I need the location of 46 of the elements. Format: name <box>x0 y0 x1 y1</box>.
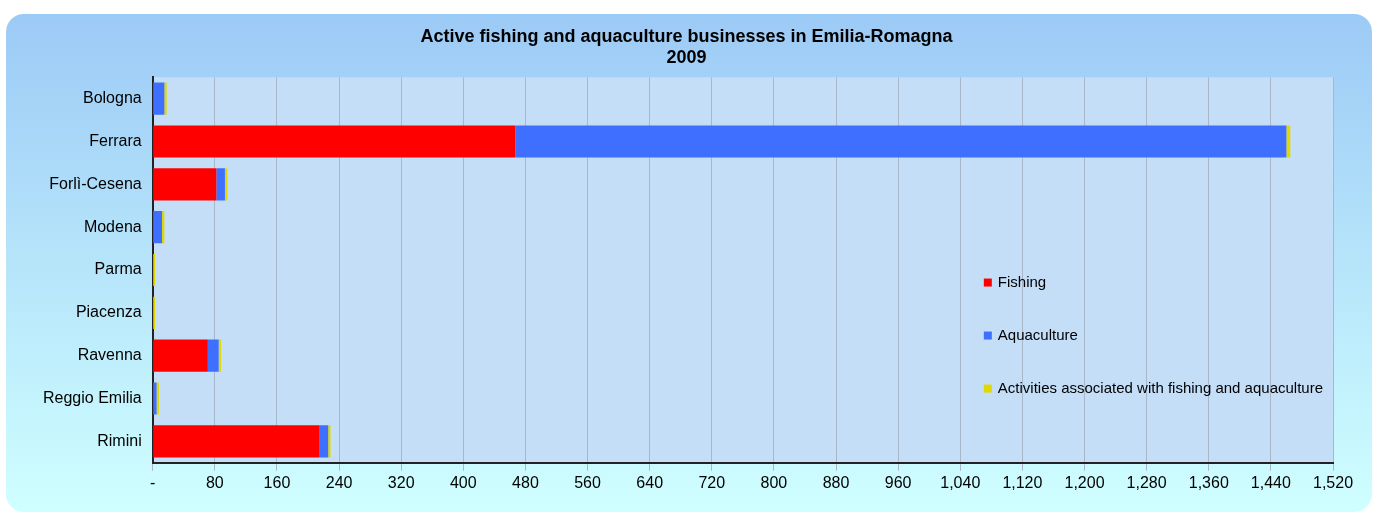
bar <box>153 339 208 372</box>
y-tick-label: Reggio Emilia <box>42 388 142 406</box>
y-tick-label: Parma <box>94 260 142 278</box>
y-tick-label: Forlì-Cesena <box>49 174 142 192</box>
y-tick-label: Ferrara <box>89 131 142 149</box>
x-tick-label: 320 <box>387 473 415 491</box>
y-tick-label: Bologna <box>82 89 142 107</box>
x-tick-label: 480 <box>512 473 539 491</box>
bar <box>153 82 165 115</box>
bar <box>216 168 225 201</box>
x-tick-label: 400 <box>449 473 477 491</box>
x-tick-label: 560 <box>574 473 601 491</box>
x-tick-label: 1,200 <box>1064 473 1105 491</box>
x-tick-label: 80 <box>205 473 224 491</box>
x-tick-label: 960 <box>884 473 912 491</box>
x-tick-label: 1,040 <box>940 473 981 491</box>
x-tick-label: 880 <box>822 473 850 491</box>
bar <box>164 82 167 115</box>
x-tick-label: 640 <box>636 473 664 491</box>
x-tick-label: 1,520 <box>1312 473 1354 491</box>
x-tick-label: 160 <box>263 473 291 491</box>
x-tick-label: 1,360 <box>1188 473 1229 491</box>
x-tick-label: 1,120 <box>1002 473 1043 491</box>
legend-label: Fishing <box>997 272 1047 290</box>
y-tick-label: Ravenna <box>77 346 142 364</box>
chart-title: Active fishing and aquaculture businesses in Emilia-Romagna 2009 <box>420 25 954 68</box>
x-tick-label: 720 <box>698 473 726 491</box>
bar <box>153 168 217 201</box>
bar <box>153 211 163 244</box>
x-tick-label: 1,280 <box>1126 473 1167 491</box>
y-tick-label: Rimini <box>97 431 142 449</box>
bar <box>153 425 320 458</box>
x-tick-label: - <box>150 473 156 491</box>
legend-label: Aquaculture <box>997 325 1078 343</box>
bar <box>1286 125 1291 158</box>
x-tick-label: 1,440 <box>1250 473 1291 491</box>
y-tick-label: Modena <box>83 217 142 235</box>
x-tick-label: 240 <box>325 473 353 491</box>
bar <box>207 339 219 372</box>
legend-label: Activities associated with fishing and aquaculture <box>997 378 1324 396</box>
bar <box>153 125 516 158</box>
x-tick-label: 800 <box>760 473 788 491</box>
bar <box>328 425 331 458</box>
y-tick-label: Piacenza <box>75 303 142 321</box>
bar <box>515 125 1287 158</box>
bar <box>319 425 329 458</box>
